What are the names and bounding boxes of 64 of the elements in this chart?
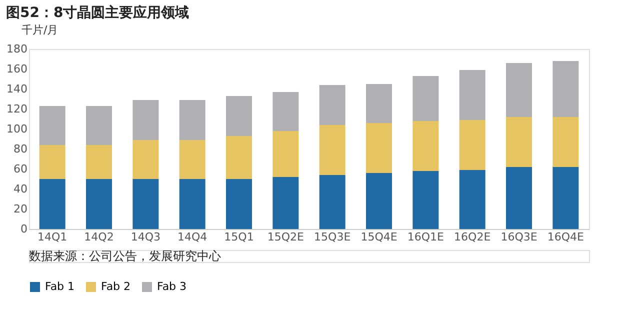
y-tick-label: 180 bbox=[6, 42, 28, 56]
y-tick-label: 20 bbox=[14, 202, 28, 216]
bar bbox=[179, 179, 206, 229]
bar bbox=[459, 120, 486, 170]
bar bbox=[366, 123, 392, 173]
bar bbox=[366, 173, 392, 229]
y-tick-label: 120 bbox=[6, 102, 28, 116]
bar bbox=[86, 145, 112, 179]
bar bbox=[552, 167, 579, 229]
bar bbox=[132, 100, 159, 140]
bar bbox=[39, 106, 66, 145]
x-tick-label: 15Q3E bbox=[314, 230, 351, 244]
bar bbox=[226, 96, 252, 136]
x-tick-label: 16Q1E bbox=[407, 230, 444, 244]
y-tick-label: 40 bbox=[14, 182, 28, 196]
bar bbox=[459, 70, 486, 120]
x-tick-label: 15Q1 bbox=[224, 230, 254, 244]
y-tick-label: 140 bbox=[6, 82, 28, 96]
y-tick-label: 60 bbox=[14, 162, 28, 176]
bar bbox=[319, 175, 346, 229]
bar bbox=[412, 121, 439, 171]
bar bbox=[272, 92, 299, 131]
bar bbox=[179, 100, 206, 140]
x-tick-label: 14Q3 bbox=[130, 230, 160, 244]
bar bbox=[459, 170, 486, 229]
bar bbox=[179, 140, 206, 179]
bar bbox=[226, 179, 252, 229]
y-tick-label: 100 bbox=[6, 122, 28, 136]
bar bbox=[366, 84, 392, 123]
bar bbox=[132, 179, 159, 229]
bar bbox=[319, 125, 346, 175]
bar bbox=[319, 85, 346, 125]
y-tick-label: 160 bbox=[6, 62, 28, 76]
x-tick-label: 15Q2E bbox=[267, 230, 304, 244]
bar bbox=[132, 140, 159, 179]
x-tick-label: 16Q4E bbox=[547, 230, 584, 244]
bar bbox=[272, 177, 299, 229]
bar bbox=[86, 106, 112, 145]
bar bbox=[506, 167, 532, 229]
bar bbox=[552, 117, 579, 167]
x-tick-label: 15Q4E bbox=[360, 230, 398, 244]
legend-label: Fab 1 bbox=[45, 280, 75, 293]
bar bbox=[86, 179, 112, 229]
bar bbox=[226, 136, 252, 179]
bar bbox=[412, 76, 439, 121]
y-axis-title: 千片/月 bbox=[22, 24, 58, 36]
legend-label: Fab 2 bbox=[101, 280, 131, 293]
x-tick-label: 16Q3E bbox=[500, 230, 538, 244]
x-tick-label: 14Q2 bbox=[84, 230, 114, 244]
bar bbox=[506, 63, 532, 117]
bar bbox=[412, 171, 439, 229]
x-tick-label: 16Q2E bbox=[454, 230, 491, 244]
x-tick-label: 14Q1 bbox=[38, 230, 68, 244]
y-tick-label: 0 bbox=[20, 222, 28, 236]
bar bbox=[552, 61, 579, 117]
source-note: 数据来源：公司公告，发展研究中心 bbox=[29, 249, 221, 263]
chart-title: 图52：8寸晶圆主要应用领域 bbox=[6, 4, 190, 21]
bar bbox=[506, 117, 532, 167]
legend-label: Fab 3 bbox=[157, 280, 187, 293]
bar bbox=[272, 131, 299, 177]
x-tick-label: 14Q4 bbox=[178, 230, 208, 244]
bar bbox=[39, 179, 66, 229]
y-tick-label: 80 bbox=[14, 142, 28, 156]
bar bbox=[39, 145, 66, 179]
